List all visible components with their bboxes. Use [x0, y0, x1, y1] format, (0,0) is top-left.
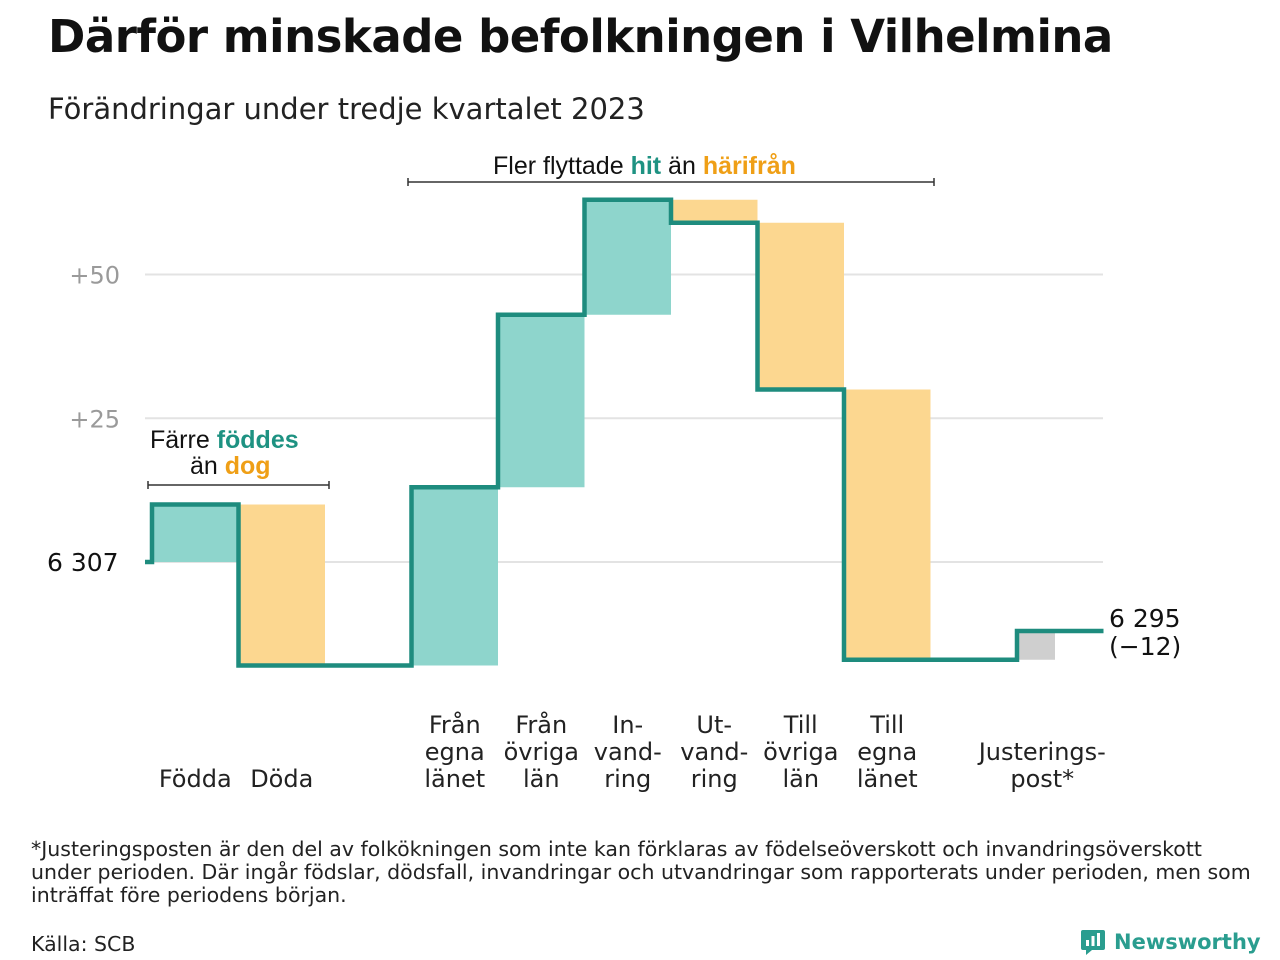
- waterfall-bar: [238, 504, 325, 666]
- category-label: Ut-: [696, 711, 732, 739]
- ytick-label: +50: [69, 262, 120, 290]
- waterfall-bar: [584, 199, 671, 315]
- category-label: länet: [424, 765, 485, 793]
- category-label: ring: [604, 765, 651, 793]
- source-note: Källa: SCB: [31, 932, 136, 956]
- category-label: vand-: [680, 738, 748, 766]
- category-label: egna: [857, 738, 917, 766]
- brand: Newsworthy: [1080, 928, 1261, 956]
- category-label: övriga: [504, 738, 579, 766]
- category-label: Från: [429, 710, 481, 739]
- bars: [152, 199, 1055, 666]
- category-label: In-: [612, 711, 643, 739]
- category-label: länet: [857, 765, 918, 793]
- category-label: Justerings-: [977, 738, 1106, 766]
- waterfall-bar: [1017, 631, 1055, 660]
- footnote: *Justeringsposten är den del av folkökni…: [31, 837, 1251, 907]
- waterfall-bar: [671, 199, 758, 223]
- category-label: post*: [1010, 765, 1074, 793]
- waterfall-bar: [411, 487, 498, 666]
- cumulative-step-line: [145, 197, 1104, 668]
- category-label: övriga: [763, 738, 838, 766]
- chart-subtitle: Förändringar under tredje kvartalet 2023: [48, 92, 645, 126]
- category-label: Till: [869, 711, 904, 739]
- category-label: län: [782, 765, 819, 793]
- end-change-label: (−12): [1109, 632, 1181, 661]
- category-label: Till: [783, 711, 818, 739]
- annotation-births-line2: än dog: [190, 452, 271, 480]
- category-label: län: [523, 765, 560, 793]
- category-label: ring: [691, 765, 738, 793]
- x-category-labels: Födda DödaFrånegnalänetFrånövrigalänIn-va…: [159, 710, 1106, 793]
- category-label: Från: [515, 710, 567, 739]
- category-label: Födda: [159, 765, 232, 793]
- chart-title: Därför minskade befolkningen i Vilhelmin…: [48, 10, 1113, 63]
- annotation-migration: Fler flyttade hit än härifrån: [493, 152, 796, 180]
- category-label: egna: [425, 738, 485, 766]
- waterfall-bar: [498, 314, 585, 488]
- brand-name: Newsworthy: [1114, 930, 1261, 954]
- waterfall-bar: [152, 504, 239, 562]
- newsworthy-logo-icon: [1081, 930, 1105, 955]
- waterfall-bar: [844, 389, 931, 660]
- waterfall-bar: [757, 222, 844, 390]
- category-label: Döda: [250, 765, 313, 793]
- annotation-births-line1: Färre föddes: [150, 426, 299, 454]
- start-value-label: 6 307: [47, 548, 119, 577]
- ytick-label: +25: [69, 405, 120, 433]
- end-value-label: 6 295: [1109, 604, 1181, 633]
- y-tick-labels: +50 +25: [69, 262, 120, 434]
- waterfall-chart: +50 +25 6 307 6 295 (−12) Färre föddesän …: [47, 152, 1181, 793]
- category-label: vand-: [594, 738, 662, 766]
